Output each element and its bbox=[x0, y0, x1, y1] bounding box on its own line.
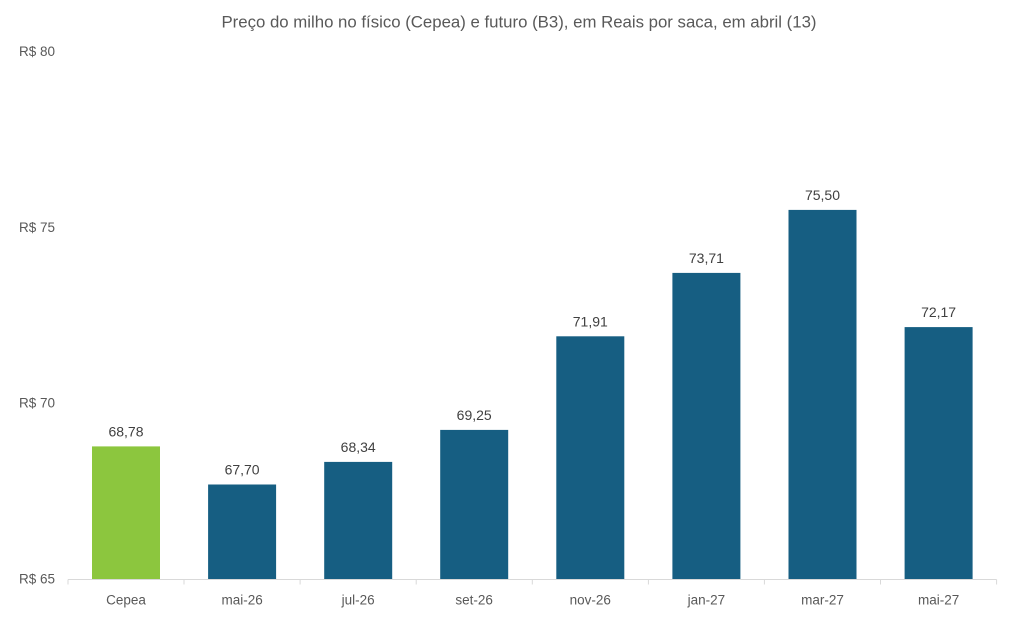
svg-text:jul-26: jul-26 bbox=[341, 592, 375, 607]
svg-text:mar-27: mar-27 bbox=[801, 592, 844, 607]
svg-text:72,17: 72,17 bbox=[921, 304, 956, 320]
svg-text:R$ 65: R$ 65 bbox=[19, 572, 55, 587]
svg-text:R$ 70: R$ 70 bbox=[19, 396, 55, 411]
svg-text:R$ 80: R$ 80 bbox=[19, 44, 55, 59]
svg-text:set-26: set-26 bbox=[455, 592, 493, 607]
svg-text:Preço do milho no físico (Cepe: Preço do milho no físico (Cepea) e futur… bbox=[221, 13, 816, 32]
svg-text:jan-27: jan-27 bbox=[687, 592, 726, 607]
svg-text:68,78: 68,78 bbox=[108, 423, 143, 439]
svg-text:71,91: 71,91 bbox=[573, 313, 608, 329]
svg-text:mai-27: mai-27 bbox=[918, 592, 959, 607]
svg-text:mai-26: mai-26 bbox=[221, 592, 262, 607]
svg-text:Cepea: Cepea bbox=[106, 592, 146, 607]
svg-text:nov-26: nov-26 bbox=[570, 592, 611, 607]
svg-text:69,25: 69,25 bbox=[457, 407, 492, 423]
svg-text:75,50: 75,50 bbox=[805, 187, 840, 203]
svg-text:68,34: 68,34 bbox=[341, 439, 376, 455]
svg-text:67,70: 67,70 bbox=[225, 462, 260, 478]
svg-text:R$ 75: R$ 75 bbox=[19, 220, 55, 235]
svg-text:73,71: 73,71 bbox=[689, 250, 724, 266]
